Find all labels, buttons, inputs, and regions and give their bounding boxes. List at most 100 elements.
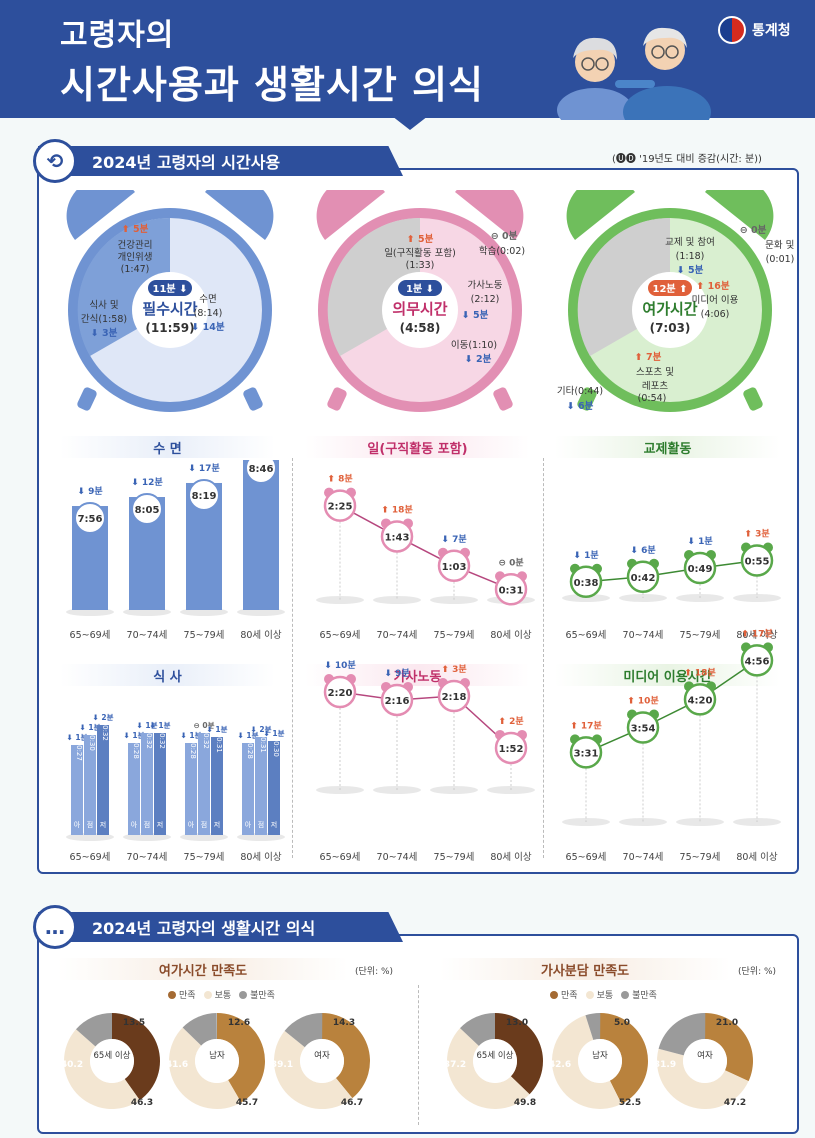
media-clock	[740, 644, 774, 677]
clock-bell	[566, 190, 635, 240]
donut-group: 여자	[314, 1050, 330, 1061]
age-label: 75~79세	[184, 852, 225, 863]
age-label: 65~69세	[566, 630, 607, 641]
donut-slice	[63, 1029, 140, 1109]
clock-label: (0:01)	[766, 254, 795, 265]
clock-label: 기타(0:44)	[557, 386, 603, 397]
clock-label: 학습(0:02)	[479, 246, 525, 257]
clock-bell	[66, 190, 135, 240]
donut-slice	[460, 1013, 495, 1046]
legend-item: 만족	[550, 988, 578, 1001]
clock-title: 필수시간	[142, 300, 197, 318]
clock-label: (0:54)	[638, 393, 667, 404]
logo-icon	[718, 16, 746, 44]
age-label: 80세 이상	[736, 630, 778, 641]
donut-value: 21.0	[716, 1018, 738, 1028]
housework-clock	[323, 675, 357, 709]
age-label: 75~79세	[680, 630, 721, 641]
housework-change: ⬇ 9분	[384, 668, 409, 679]
housework-change: ⬇ 10분	[324, 660, 355, 671]
meal-change: ⬇ 1분	[263, 729, 284, 738]
media-change: ⬆ 10분	[627, 696, 658, 707]
social-change: ⬆ 3분	[744, 528, 769, 539]
meal-value: 0:28	[246, 743, 254, 759]
work-change: ⬆ 18분	[381, 504, 412, 515]
clock-total: (11:59)	[145, 321, 194, 335]
donut-group: 여자	[697, 1050, 713, 1061]
clock-label: 미디어 이용	[692, 295, 739, 306]
social-clock	[683, 551, 717, 585]
meal-series-label: 저	[100, 820, 106, 829]
sleep-change: ⬇ 12분	[131, 477, 162, 488]
donut-hole	[683, 1039, 727, 1083]
logo[interactable]: 통계청	[718, 14, 808, 46]
housework-change: ⬆ 3분	[441, 664, 466, 675]
social-value: 0:55	[745, 556, 770, 567]
social-change: ⬇ 1분	[573, 550, 598, 561]
donut-hole	[300, 1039, 344, 1083]
sleep-clock	[74, 502, 106, 535]
meal-series-label: 아	[131, 820, 138, 829]
chat-bubble-icon: …	[33, 905, 77, 949]
social-title: 교제활동	[555, 436, 780, 458]
clock-label: ⬇ 2분	[465, 354, 492, 365]
social-clock	[569, 565, 603, 599]
donut-slice	[495, 1013, 543, 1095]
donut-slice	[656, 1048, 749, 1110]
work-clock	[437, 549, 471, 583]
age-label: 80세 이상	[736, 852, 778, 863]
meal-value: 0:32	[101, 725, 109, 741]
work-value: 1:03	[442, 562, 467, 573]
legend-item: 만족	[168, 988, 196, 1001]
clock-title: 여가시간	[642, 300, 697, 318]
divider-2	[543, 458, 544, 858]
meal-bar	[128, 743, 140, 835]
meal-bar	[242, 743, 254, 835]
age-label: 70~74세	[127, 630, 168, 641]
leisure-sat-title: 여가시간 만족도	[58, 958, 348, 980]
donut-value: 42.6	[549, 1060, 571, 1070]
clock-history-icon: ⟲	[33, 139, 77, 183]
donut-slice	[658, 1013, 706, 1056]
media-value: 3:54	[631, 724, 656, 735]
sleep-change: ⬇ 9분	[77, 486, 102, 497]
legend-left: 만족 보통 불만족	[168, 988, 275, 1001]
donut-value: 31.9	[654, 1060, 676, 1070]
meal-series-label: 점	[201, 821, 207, 829]
meal-series-label: 점	[87, 821, 93, 829]
housework-value: 2:18	[442, 692, 467, 703]
age-label: 70~74세	[127, 852, 168, 863]
donut-slice	[600, 1013, 649, 1104]
media-clock	[683, 683, 717, 716]
donut-hole	[473, 1039, 517, 1083]
clock-bell	[705, 190, 774, 240]
donut-slice	[75, 1013, 112, 1047]
meal-bar	[198, 733, 210, 835]
clock-total: (7:03)	[650, 321, 691, 335]
donut-group: 남자	[592, 1051, 608, 1061]
donut-value: 12.6	[228, 1018, 250, 1028]
divider-1	[292, 458, 293, 858]
clock-change-badge	[648, 280, 692, 296]
social-value: 0:49	[688, 564, 713, 575]
donut-slice	[169, 1027, 242, 1109]
meal-series-label: 저	[157, 820, 163, 829]
housework-sat-title: 가사분담 만족도	[440, 958, 730, 980]
social-change: ⬇ 1분	[687, 536, 712, 547]
donut-group: 65세 이상	[477, 1050, 514, 1061]
meal-value: 0:32	[202, 733, 210, 749]
clock-change: 11분 ⬇	[153, 283, 188, 295]
age-label: 70~74세	[623, 630, 664, 641]
sleep-clock	[245, 460, 277, 484]
housework-clock	[380, 683, 414, 717]
sleep-change: ⬇ 17분	[188, 463, 219, 474]
meal-change: ⬇ 1분	[180, 731, 201, 740]
age-label: 65~69세	[70, 852, 111, 863]
donut-value: 37.2	[444, 1060, 466, 1070]
donut-slice	[585, 1013, 601, 1041]
donut-value: 13.0	[506, 1018, 528, 1028]
clock-leg	[577, 387, 597, 411]
meal-series-label: 아	[188, 820, 195, 829]
donut-value: 52.5	[619, 1098, 641, 1108]
meal-bar	[268, 741, 280, 835]
